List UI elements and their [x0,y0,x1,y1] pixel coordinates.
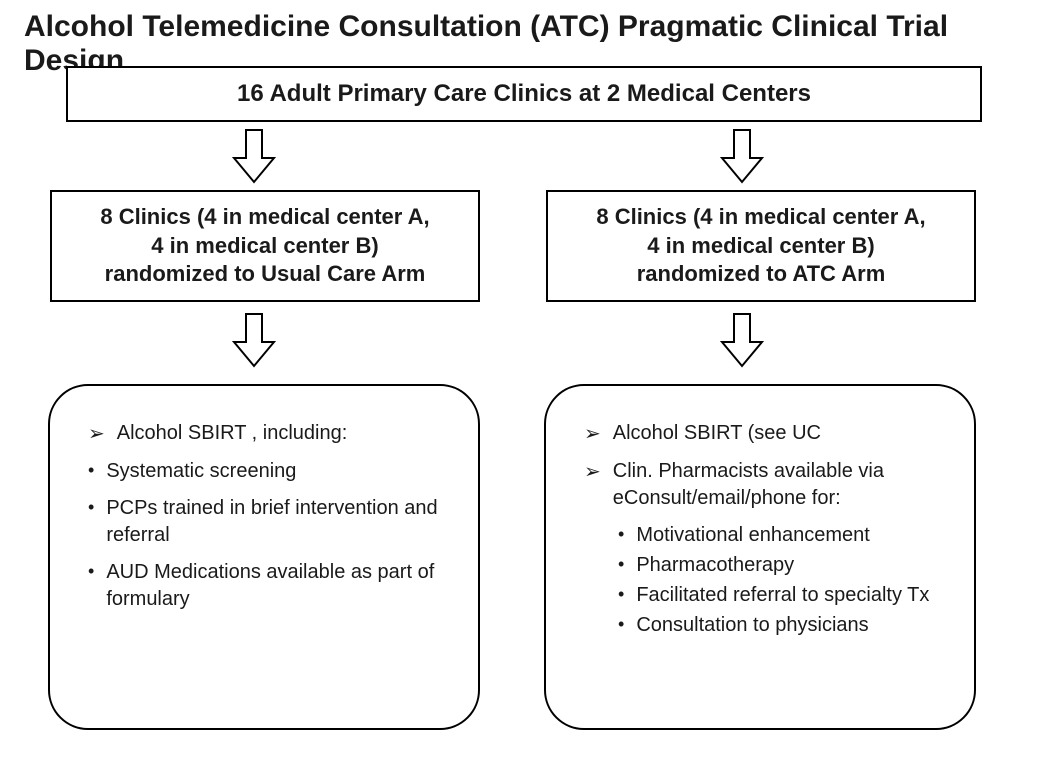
node-mid-right-line2: 4 in medical center B) [647,232,874,261]
dot-bullet-icon: • [88,458,94,483]
list-item: • Consultation to physicians [574,612,952,639]
node-top-text: 16 Adult Primary Care Clinics at 2 Medic… [237,78,811,109]
list-item-text: Motivational enhancement [636,522,952,549]
list-item-text: AUD Medications available as part of for… [106,559,456,613]
list-item: • Motivational enhancement [574,522,952,549]
triangle-bullet-icon: ➢ [584,420,601,448]
list-item: ➢ Alcohol SBIRT , including: [78,420,456,448]
node-mid-left-line3: randomized to Usual Care Arm [105,260,426,289]
list-item: • Systematic screening [78,458,456,485]
list-item: • PCPs trained in brief intervention and … [78,495,456,549]
dot-bullet-icon: • [618,522,624,547]
list-item: ➢ Alcohol SBIRT (see UC [574,420,952,448]
dot-bullet-icon: • [618,552,624,577]
list-item-text: Facilitated referral to specialty Tx [636,582,952,609]
arrow-top-to-left [232,128,276,184]
list-item: • AUD Medications available as part of fo… [78,559,456,613]
list-item-text: Alcohol SBIRT (see UC [613,420,952,447]
node-mid-right-line1: 8 Clinics (4 in medical center A, [596,203,925,232]
triangle-bullet-icon: ➢ [584,458,601,486]
arrow-top-to-right [720,128,764,184]
node-mid-right: 8 Clinics (4 in medical center A, 4 in m… [546,190,976,302]
list-item-text: Systematic screening [106,458,456,485]
node-leaf-right: ➢ Alcohol SBIRT (see UC ➢ Clin. Pharmacists… [544,384,976,730]
dot-bullet-icon: • [88,495,94,520]
dot-bullet-icon: • [88,559,94,584]
dot-bullet-icon: • [618,612,624,637]
node-mid-right-line3: randomized to ATC Arm [637,260,886,289]
list-item-text: Pharmacotherapy [636,552,952,579]
list-item: • Facilitated referral to specialty Tx [574,582,952,609]
arrow-left-to-leaf [232,312,276,368]
node-mid-left-line2: 4 in medical center B) [151,232,378,261]
list-item: • Pharmacotherapy [574,552,952,579]
arrow-right-to-leaf [720,312,764,368]
triangle-bullet-icon: ➢ [88,420,105,448]
list-item-text: Consultation to physicians [636,612,952,639]
node-mid-left: 8 Clinics (4 in medical center A, 4 in m… [50,190,480,302]
node-mid-left-line1: 8 Clinics (4 in medical center A, [100,203,429,232]
list-item: ➢ Clin. Pharmacists available via eConsul… [574,458,952,512]
list-item-text: Clin. Pharmacists available via eConsult… [613,458,952,512]
node-top: 16 Adult Primary Care Clinics at 2 Medic… [66,66,982,122]
list-item-text: Alcohol SBIRT , including: [117,420,456,447]
dot-bullet-icon: • [618,582,624,607]
node-leaf-left: ➢ Alcohol SBIRT , including: • Systematic s… [48,384,480,730]
list-item-text: PCPs trained in brief intervention and r… [106,495,456,549]
